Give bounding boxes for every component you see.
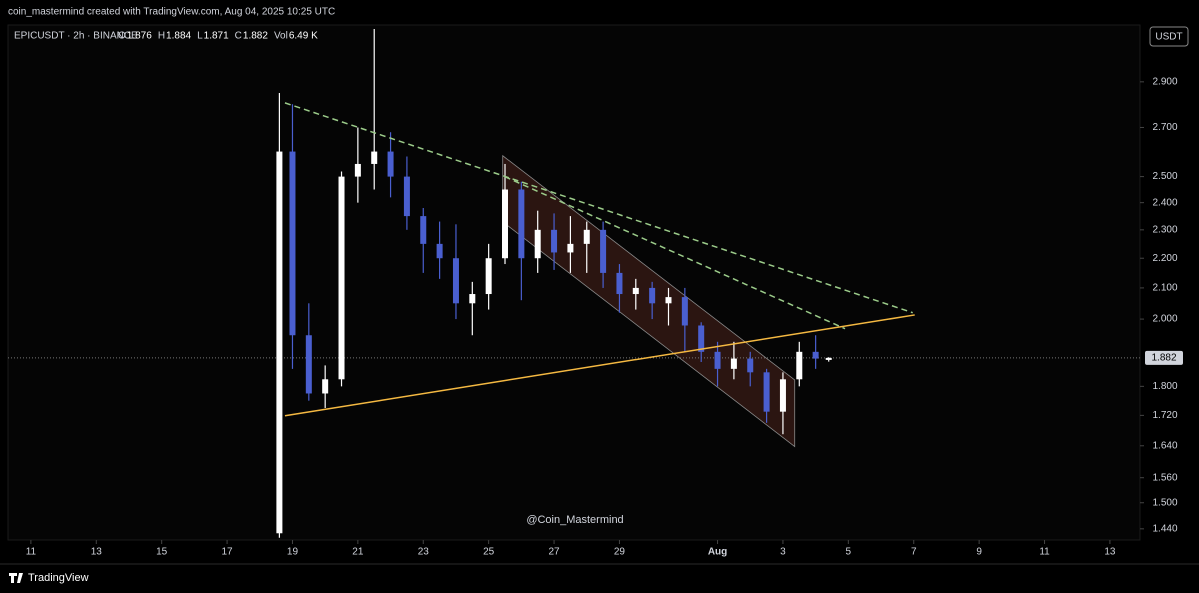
logo — [9, 573, 23, 583]
last-price-box — [1145, 350, 1183, 365]
currency: USDT — [1155, 32, 1182, 43]
legend-label: C — [235, 31, 242, 42]
watermark: @Coin_Mastermind — [526, 514, 623, 526]
candle-body — [730, 358, 737, 369]
candle-body — [305, 335, 312, 394]
candle-body — [825, 357, 832, 360]
credit: coin_mastermind created with TradingView… — [8, 7, 335, 18]
trendline — [284, 102, 913, 314]
candle-body — [502, 189, 509, 259]
candle-body — [338, 176, 345, 380]
x-tick-label: 25 — [483, 547, 495, 558]
candle-body — [518, 189, 525, 259]
candle-body — [812, 351, 819, 359]
candle-body — [779, 379, 786, 412]
candle-body — [551, 229, 558, 253]
candle-body — [698, 325, 705, 352]
x-tick-label: 17 — [222, 547, 234, 558]
candle-body — [763, 372, 770, 412]
ohlc-legend: O 1.876 H 1.884 L 1.871 C 1.882 Vol 6.49 K — [118, 31, 318, 42]
currency-box — [1149, 26, 1189, 47]
x-tick-label: 23 — [418, 547, 430, 558]
last-price-label: 1.882 — [1151, 353, 1176, 364]
candle-body — [469, 294, 476, 304]
candle-body — [796, 351, 803, 380]
candle-body — [632, 287, 639, 295]
x-tick-label: Aug — [708, 547, 727, 558]
y-tick-label: 2.000 — [1152, 314, 1177, 325]
legend-value: 1.882 — [243, 31, 268, 42]
trendline — [284, 314, 915, 417]
x-tick-label: 7 — [911, 547, 917, 558]
x-tick-label: 19 — [287, 547, 299, 558]
candle-body — [714, 351, 721, 369]
x-tick-label: 15 — [156, 547, 168, 558]
y-tick-label: 1.800 — [1152, 381, 1177, 392]
candle-body — [534, 229, 541, 259]
y-tick-label: 2.300 — [1152, 224, 1177, 235]
candle-body — [403, 176, 410, 217]
x-tick-label: 21 — [352, 547, 364, 558]
x-tick-label: 13 — [1104, 547, 1116, 558]
x-tick-label: 11 — [1039, 547, 1050, 558]
y-tick-label: 1.640 — [1152, 440, 1177, 451]
candle-body — [436, 243, 443, 259]
candle-body — [485, 258, 492, 295]
candle-body — [452, 258, 459, 304]
candle-body — [681, 297, 688, 326]
y-tick-label: 2.500 — [1152, 171, 1177, 182]
y-tick-label: 1.560 — [1152, 472, 1177, 483]
candle-body — [649, 287, 656, 304]
candle-body — [322, 379, 329, 394]
candle-body — [616, 272, 623, 295]
x-tick-label: 3 — [780, 547, 786, 558]
legend-value: 1.884 — [166, 31, 191, 42]
candle-body — [665, 297, 672, 304]
legend-label: Vol — [274, 31, 288, 42]
y-tick-label: 1.720 — [1152, 410, 1177, 421]
legend-label: H — [158, 31, 165, 42]
y-tick-label: 2.900 — [1152, 76, 1177, 87]
legend-label: O — [118, 31, 126, 42]
legend-value: 1.871 — [204, 31, 229, 42]
y-tick-label: 2.700 — [1152, 122, 1177, 133]
y-tick-label: 2.400 — [1152, 197, 1177, 208]
y-tick-label: 2.100 — [1152, 283, 1177, 294]
candle-body — [276, 151, 283, 534]
x-tick-label: 11 — [26, 547, 37, 558]
candle-body — [371, 151, 378, 164]
candle-body — [567, 243, 574, 253]
x-tick-label: 29 — [614, 547, 626, 558]
legend-value: 6.49 K — [289, 31, 318, 42]
plot-area — [7, 24, 1141, 541]
symbol: EPICUSDT · 2h · BINANCE — [14, 31, 138, 42]
y-tick-label: 1.440 — [1152, 523, 1177, 534]
x-tick-label: 13 — [91, 547, 103, 558]
candle-body — [600, 229, 607, 273]
candle-body — [420, 216, 427, 244]
x-tick-label: 9 — [976, 547, 982, 558]
candle-body — [583, 229, 590, 244]
y-tick-label: 1.500 — [1152, 497, 1177, 508]
candle-body — [747, 358, 754, 373]
x-tick-label: 5 — [846, 547, 852, 558]
x-tick-label: 27 — [548, 547, 560, 558]
y-tick-label: 2.200 — [1152, 253, 1177, 264]
candle-body — [387, 151, 394, 177]
legend-label: L — [197, 31, 203, 42]
legend-value: 1.876 — [127, 31, 152, 42]
candle-body — [289, 151, 296, 336]
brand: TradingView — [28, 572, 89, 584]
trendline — [504, 175, 846, 330]
candle-body — [354, 163, 361, 177]
